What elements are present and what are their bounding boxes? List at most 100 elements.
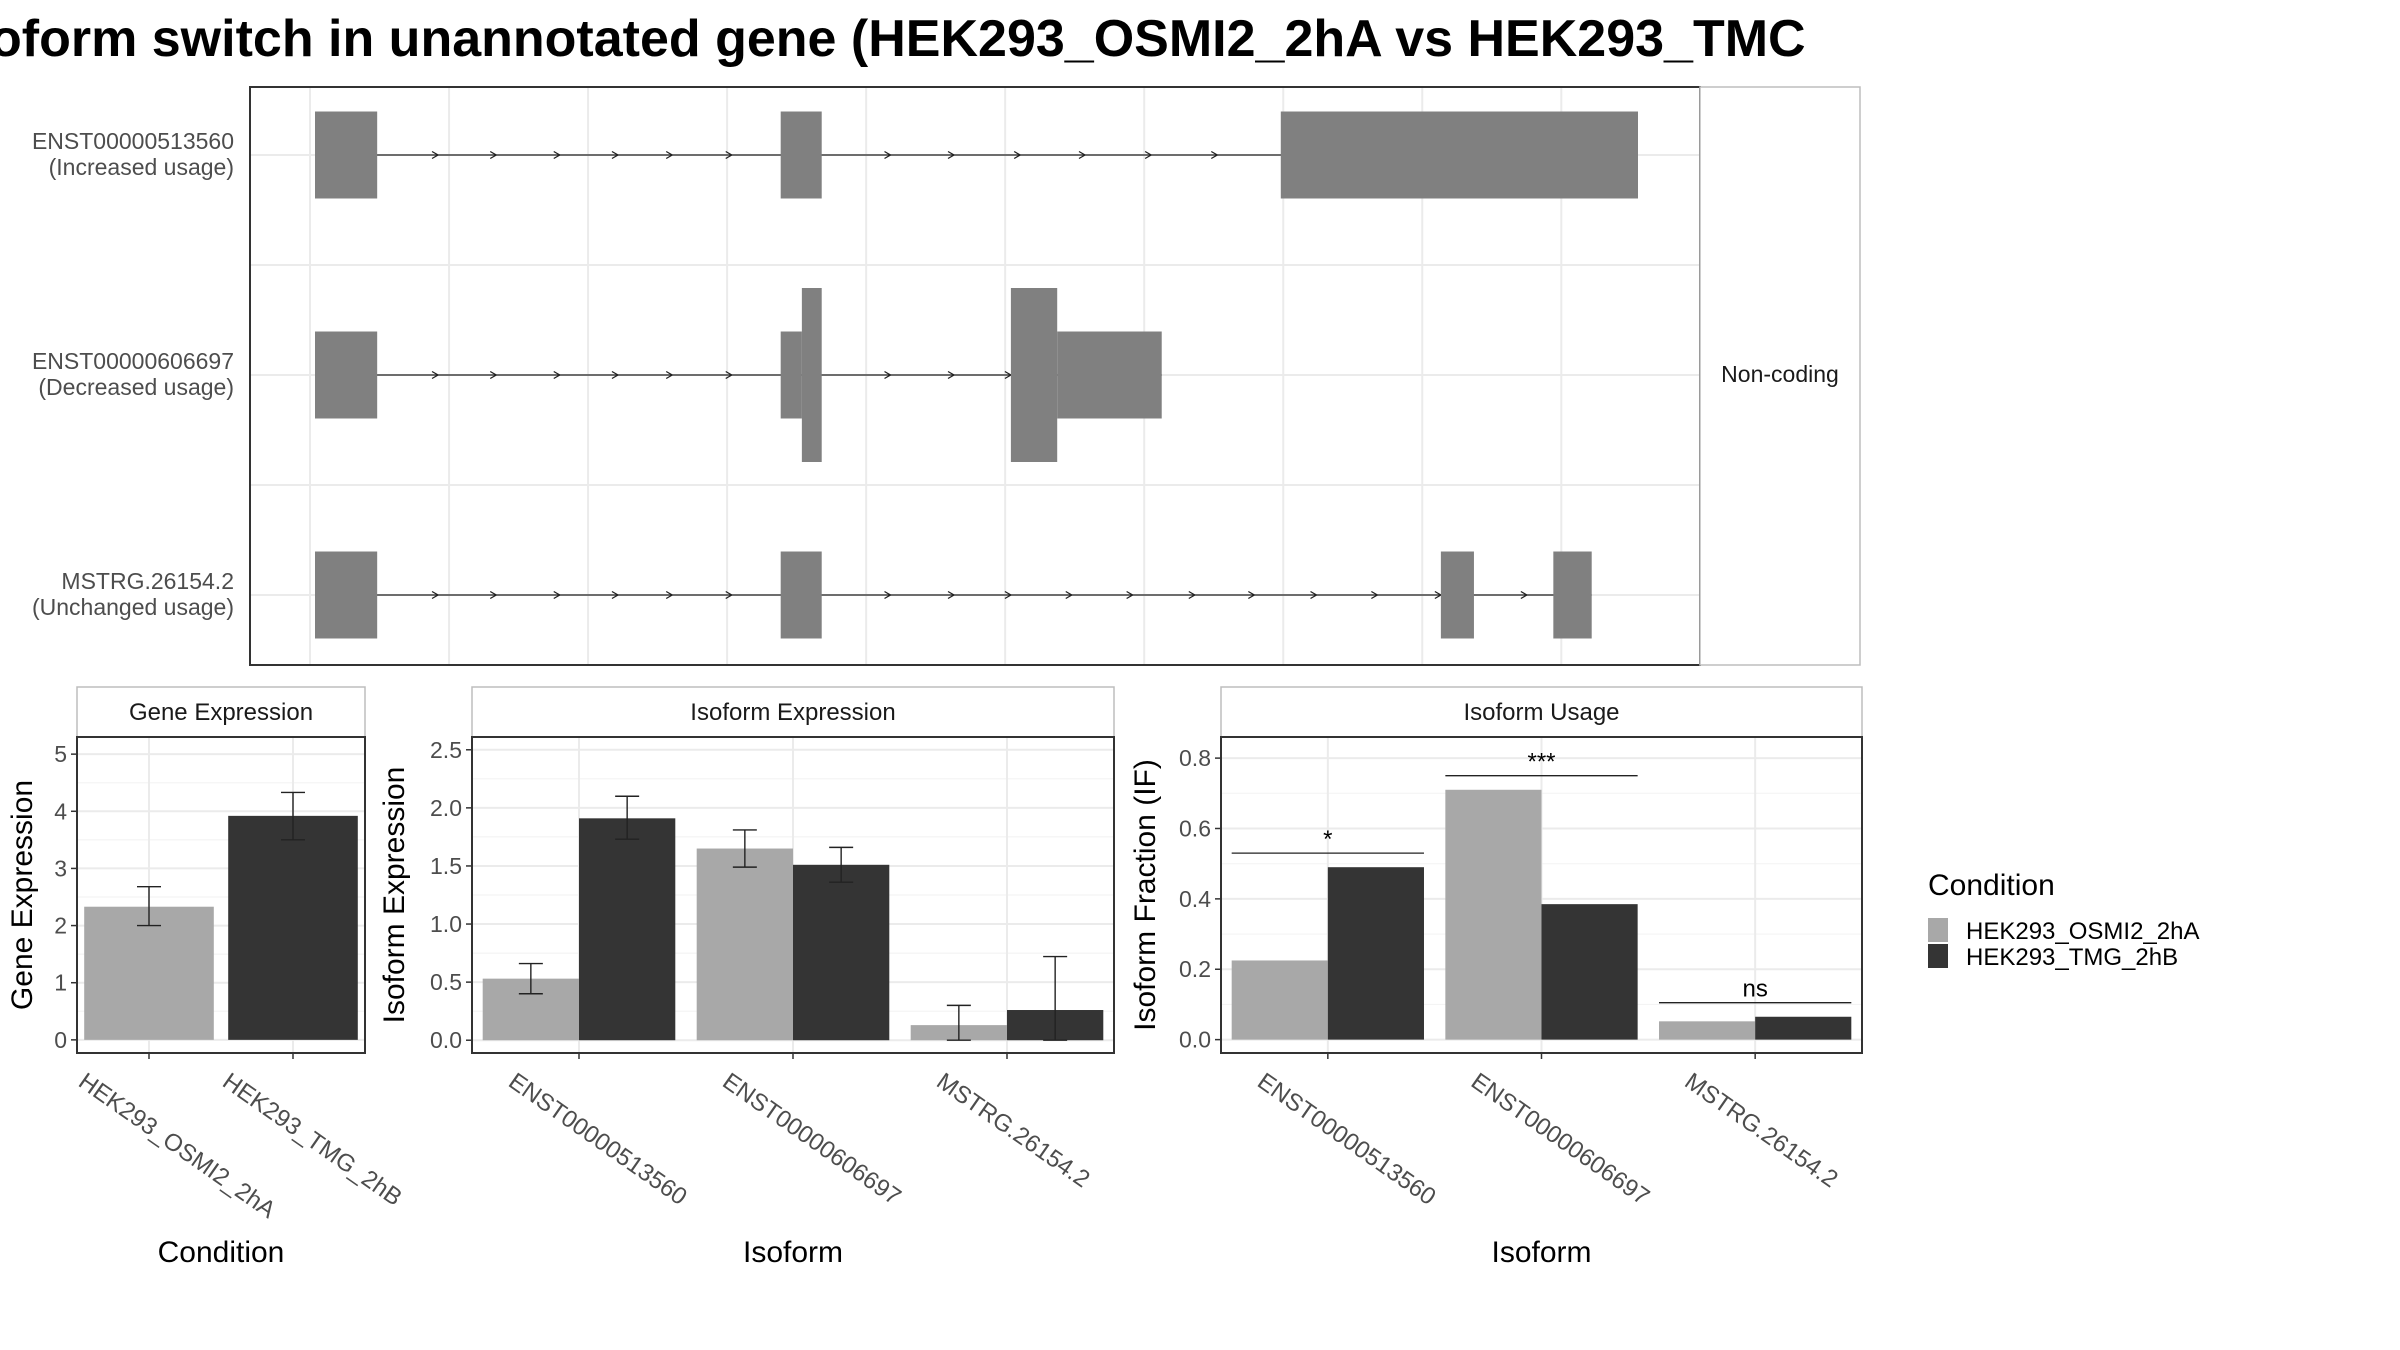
intron-arrow <box>725 590 734 600</box>
intron-arrow <box>665 590 674 600</box>
intron-arrow <box>1126 590 1134 600</box>
y-tick-label: 0.0 <box>430 1027 462 1053</box>
intron-arrow <box>665 150 674 160</box>
x-tick-label: ENST00000513560 <box>504 1068 692 1211</box>
x-tick-label: ENST00000606697 <box>1466 1068 1654 1211</box>
exon <box>315 111 378 199</box>
bar <box>1445 789 1542 1040</box>
y-axis-title: Isoform Expression <box>378 767 411 1024</box>
intron-arrow <box>725 150 734 160</box>
exon <box>1280 111 1638 199</box>
bar <box>1231 960 1328 1040</box>
exon <box>1553 551 1592 639</box>
isoform-usage-panel: Isoform Usage 0.0 0.2 0.4 0.6 0.8 ENST00000513… <box>1129 686 1863 1269</box>
significance-label: ns <box>1742 976 1767 1003</box>
intron-arrow <box>611 150 620 160</box>
legend-label-tmg: HEK293_TMG_2hB <box>1966 944 2178 971</box>
panel-strip-label: Isoform Usage <box>1463 699 1619 726</box>
isoform-structure-panel: Non-coding ENST00000513560(Increased usa… <box>32 86 1861 666</box>
panel-strip-label: Isoform Expression <box>690 699 895 726</box>
y-tick-label: 4 <box>54 798 67 824</box>
y-tick-label: 0.6 <box>1179 815 1211 841</box>
y-tick-label: 2.0 <box>430 795 462 821</box>
x-tick-label: MSTRG.26154.2 <box>932 1068 1095 1193</box>
significance-label: * <box>1323 826 1332 853</box>
y-tick-label: 0.8 <box>1179 745 1211 771</box>
exon <box>315 331 378 419</box>
intron-arrow <box>1371 590 1379 600</box>
bar <box>793 864 890 1041</box>
y-tick-label: 1.5 <box>430 853 462 879</box>
panel-strip-box <box>1220 686 1863 738</box>
intron-arrow <box>611 590 620 600</box>
intron-arrow <box>1310 590 1318 600</box>
isoform-expression-panel: Isoform Expression 0.0 0.5 1.0 1.5 2.0 2.5 ENST… <box>378 686 1115 1269</box>
intron-arrow <box>553 590 562 600</box>
bar <box>696 848 793 1041</box>
intron-arrow <box>947 150 956 160</box>
intron-arrow <box>611 370 620 380</box>
intron-arrow <box>725 370 734 380</box>
intron-arrow <box>1078 150 1087 160</box>
isoform-label-id: ENST00000606697 <box>32 348 234 374</box>
exon <box>1057 331 1162 419</box>
structure-strip-label: Non-coding <box>1721 361 1839 387</box>
gene-expression-panel: Gene Expression012345HEK293_OSMI2_2hAHEK… <box>6 686 407 1269</box>
exon <box>780 331 802 419</box>
isoform-label-usage: (Decreased usage) <box>38 374 234 400</box>
panel-strip-box <box>76 686 366 738</box>
intron-arrow <box>553 370 562 380</box>
bar <box>1541 904 1638 1040</box>
intron-arrow <box>665 370 674 380</box>
legend-title: Condition <box>1928 869 2055 902</box>
bar <box>228 815 358 1040</box>
legend-swatch-tmg <box>1928 944 1948 968</box>
y-tick-label: 3 <box>54 855 67 881</box>
y-tick-label: 0.2 <box>1179 956 1211 982</box>
bar <box>1755 1016 1852 1040</box>
panel-border <box>1220 736 1863 1054</box>
intron-arrow <box>1144 150 1153 160</box>
panel-border <box>471 736 1115 1054</box>
y-axis-title: Isoform Fraction (IF) <box>1129 759 1162 1031</box>
y-tick-label: 5 <box>54 741 67 767</box>
intron-arrow <box>1013 150 1022 160</box>
x-tick-label: ENST00000606697 <box>718 1068 906 1211</box>
x-axis-title: Isoform <box>1491 1236 1591 1269</box>
intron-arrow <box>1065 590 1074 600</box>
intron-arrow <box>884 370 892 380</box>
significance-label: *** <box>1527 749 1555 776</box>
exon <box>780 551 822 639</box>
intron-arrow <box>431 150 440 160</box>
y-tick-label: 0.4 <box>1179 886 1211 912</box>
bar <box>1327 867 1424 1040</box>
isoform-label-usage: (Unchanged usage) <box>32 594 234 620</box>
structure-strip-box <box>1699 86 1861 666</box>
intron-arrow <box>947 370 956 380</box>
y-tick-label: 0 <box>54 1027 67 1053</box>
x-axis-title: Condition <box>158 1236 285 1269</box>
legend-swatch-osmi <box>1928 918 1948 942</box>
intron-arrow <box>947 590 956 600</box>
x-axis-title: Isoform <box>743 1236 843 1269</box>
intron-arrow <box>884 150 892 160</box>
coding-exon <box>801 288 822 462</box>
bar <box>1659 1021 1756 1040</box>
legend-label-osmi: HEK293_OSMI2_2hA <box>1966 918 2199 945</box>
bar <box>579 818 676 1041</box>
intron-arrow <box>489 590 498 600</box>
isoform-label-usage: (Increased usage) <box>49 154 234 180</box>
y-axis-title: Gene Expression <box>6 780 39 1010</box>
y-tick-label: 0.5 <box>430 969 462 995</box>
bar <box>84 906 214 1040</box>
intron-arrow <box>1520 590 1529 600</box>
y-tick-label: 1.0 <box>430 911 462 937</box>
exon <box>780 111 822 199</box>
intron-arrow <box>1434 590 1443 600</box>
figure-title: oform switch in unannotated gene (HEK293… <box>0 10 1806 68</box>
exon <box>1440 551 1474 639</box>
intron-arrow <box>431 590 440 600</box>
intron-arrow <box>1248 590 1256 600</box>
intron-arrow <box>553 150 562 160</box>
